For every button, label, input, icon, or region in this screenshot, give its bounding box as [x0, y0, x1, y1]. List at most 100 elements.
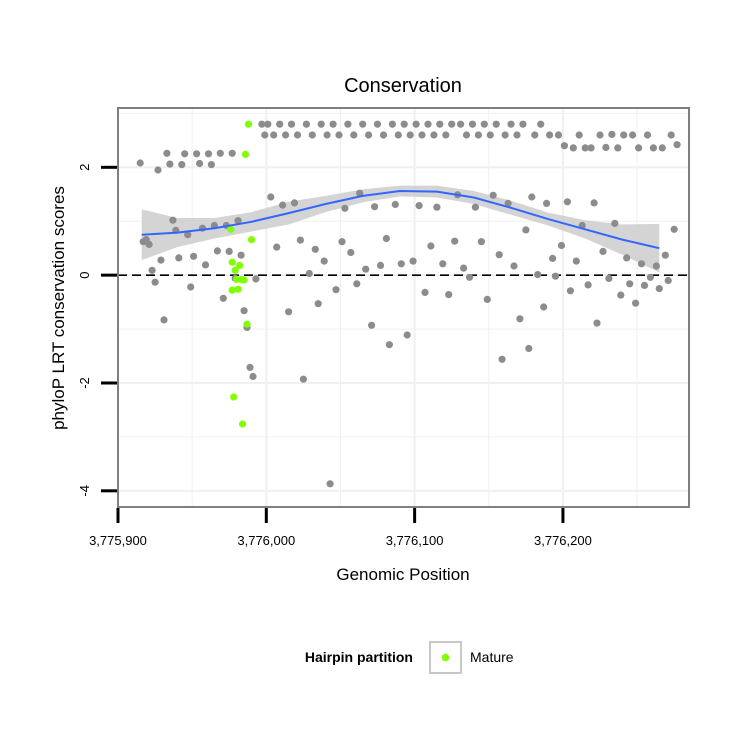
data-point-background [225, 247, 233, 255]
data-point-background [270, 131, 278, 139]
data-point-mature [228, 286, 236, 294]
data-point-background [611, 219, 619, 227]
data-point-background [356, 189, 364, 197]
data-point-background [261, 131, 269, 139]
data-point-background [166, 160, 174, 168]
data-point-background [480, 120, 488, 128]
data-point-background [403, 331, 411, 339]
data-point-background [282, 131, 290, 139]
data-point-background [276, 120, 284, 128]
data-point-background [234, 217, 242, 225]
data-point-background [537, 120, 545, 128]
data-point-background [350, 131, 358, 139]
data-point-background [474, 131, 482, 139]
data-point-background [629, 131, 637, 139]
data-point-background [433, 203, 441, 211]
data-point-background [145, 240, 153, 248]
data-point-background [632, 299, 640, 307]
data-point-background [504, 199, 512, 207]
data-point-background [460, 264, 468, 272]
data-point-background [201, 261, 210, 269]
data-point-background [379, 131, 388, 139]
data-point-background [513, 131, 521, 139]
data-point-background [465, 273, 474, 281]
data-point-background [560, 142, 569, 150]
data-point-background [623, 254, 631, 262]
data-point-background [207, 161, 215, 169]
data-point-background [258, 120, 266, 128]
data-point-background [264, 120, 272, 128]
data-point-background [371, 203, 379, 211]
data-point-background [492, 120, 500, 128]
data-point-background [637, 260, 646, 268]
data-point-background [181, 150, 189, 158]
data-point-background [519, 120, 527, 128]
plot-frame [117, 107, 690, 508]
data-point-background [587, 144, 595, 152]
data-point-background [581, 144, 589, 152]
data-point-background [388, 120, 396, 128]
data-point-background [311, 245, 319, 253]
data-point-background [599, 247, 607, 255]
data-point-background [148, 266, 156, 274]
data-point-background [246, 363, 254, 371]
data-point-background [534, 271, 542, 279]
data-point-background [240, 307, 248, 315]
data-point-background [468, 120, 477, 128]
data-point-background [184, 231, 192, 239]
data-point-background [421, 288, 429, 296]
data-point-background [486, 131, 494, 139]
data-point-background [584, 281, 592, 289]
data-point-background [617, 291, 625, 299]
data-point-background [418, 131, 426, 139]
legend-key-box [429, 641, 462, 674]
data-point-background [187, 283, 195, 291]
data-point-background [332, 286, 340, 294]
data-point-mature [227, 225, 235, 233]
axes: 3,775,900 3,776,000 3,776,100 3,776,200 -4 -2… [77, 164, 592, 548]
data-point-background [308, 131, 316, 139]
data-point-background [341, 204, 349, 212]
data-point-background [626, 280, 634, 288]
background-points [136, 120, 681, 488]
data-point-background [445, 291, 453, 299]
data-point-background [302, 120, 310, 128]
data-point-background [655, 285, 663, 293]
data-point-background [285, 308, 293, 316]
y-axis-label: phyloP LRT conservation scores [49, 186, 68, 430]
data-point-background [154, 166, 162, 174]
data-point-background [368, 321, 376, 329]
data-point-mature [234, 285, 242, 293]
data-point-mature [247, 236, 256, 244]
data-point-background [590, 199, 598, 207]
y-tick-label: 0 [77, 272, 92, 279]
data-point-background [635, 144, 643, 152]
data-point-background [365, 131, 373, 139]
data-point-background [596, 131, 604, 139]
data-point-background [424, 120, 432, 128]
data-point-background [572, 257, 580, 265]
data-point-background [477, 238, 485, 246]
data-point-background [160, 316, 168, 324]
data-point-background [664, 276, 672, 285]
legend: Hairpin partition Mature [305, 641, 514, 674]
data-point-background [373, 120, 382, 128]
data-point-background [430, 131, 438, 139]
data-point-background [344, 120, 352, 128]
data-point-background [510, 262, 518, 270]
data-point-background [569, 144, 577, 152]
data-point-background [196, 159, 204, 168]
data-point-background [442, 131, 450, 139]
data-point-background [658, 144, 666, 152]
data-point-background [554, 131, 563, 139]
data-point-background [575, 131, 583, 139]
data-point-background [608, 130, 616, 138]
data-point-background [498, 355, 506, 363]
data-point-mature [244, 120, 253, 128]
data-point-background [347, 248, 355, 257]
legend-key-mature [441, 653, 450, 662]
data-point-background [427, 242, 435, 250]
data-point-background [151, 278, 159, 286]
x-tick-label: 3,776,100 [386, 533, 444, 548]
